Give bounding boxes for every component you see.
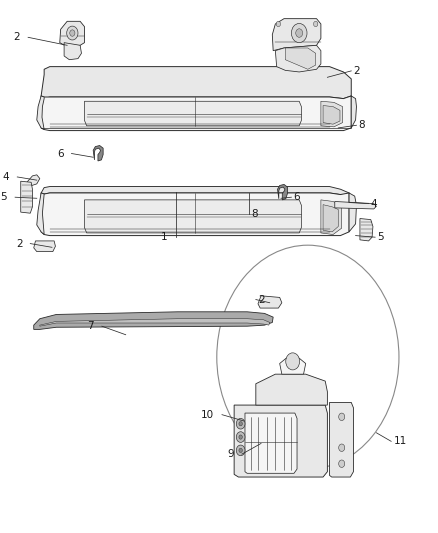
Polygon shape: [323, 106, 340, 124]
Polygon shape: [41, 96, 351, 131]
Polygon shape: [85, 200, 301, 233]
Polygon shape: [27, 175, 40, 186]
Circle shape: [237, 418, 245, 429]
Polygon shape: [258, 296, 282, 308]
Circle shape: [70, 30, 75, 36]
Text: 9: 9: [227, 449, 234, 459]
Circle shape: [276, 21, 281, 27]
Text: 2: 2: [353, 66, 360, 76]
Circle shape: [339, 444, 345, 451]
Polygon shape: [349, 193, 357, 232]
Polygon shape: [34, 312, 273, 329]
Text: 6: 6: [57, 149, 64, 158]
Polygon shape: [280, 358, 306, 374]
Text: 4: 4: [3, 172, 10, 182]
Polygon shape: [41, 187, 349, 197]
Text: 8: 8: [251, 209, 258, 219]
Polygon shape: [278, 184, 287, 200]
Polygon shape: [285, 48, 316, 69]
Text: 5: 5: [377, 232, 384, 242]
Circle shape: [339, 413, 345, 421]
Circle shape: [314, 21, 318, 27]
Polygon shape: [64, 43, 81, 60]
Polygon shape: [41, 67, 351, 99]
Circle shape: [239, 435, 242, 439]
Text: 10: 10: [201, 410, 214, 419]
Text: 7: 7: [88, 321, 94, 331]
Text: 2: 2: [258, 295, 265, 304]
Circle shape: [239, 422, 242, 426]
Text: 1: 1: [161, 232, 168, 242]
Polygon shape: [276, 45, 321, 72]
Text: 6: 6: [293, 192, 300, 202]
Polygon shape: [335, 201, 376, 209]
Polygon shape: [34, 241, 56, 252]
Circle shape: [237, 432, 245, 442]
Circle shape: [67, 26, 78, 40]
Circle shape: [237, 445, 245, 456]
Circle shape: [286, 353, 300, 370]
Polygon shape: [360, 219, 373, 241]
Polygon shape: [329, 402, 353, 477]
Text: 5: 5: [1, 192, 7, 202]
Circle shape: [339, 460, 345, 467]
Text: 4: 4: [371, 199, 378, 208]
Text: 2: 2: [16, 239, 22, 248]
Polygon shape: [323, 205, 338, 232]
Polygon shape: [40, 319, 270, 326]
Polygon shape: [256, 374, 327, 405]
Circle shape: [291, 23, 307, 43]
Text: 2: 2: [14, 33, 20, 42]
Text: 8: 8: [359, 120, 365, 130]
Polygon shape: [245, 413, 297, 473]
Polygon shape: [41, 193, 349, 236]
Polygon shape: [37, 193, 44, 235]
Polygon shape: [351, 96, 357, 128]
Polygon shape: [234, 405, 327, 477]
Polygon shape: [93, 146, 103, 161]
Circle shape: [296, 29, 303, 37]
Polygon shape: [321, 101, 343, 127]
Circle shape: [239, 448, 242, 453]
Polygon shape: [272, 19, 321, 51]
Polygon shape: [85, 101, 301, 126]
Text: 11: 11: [393, 437, 406, 446]
Polygon shape: [321, 200, 342, 235]
Polygon shape: [21, 181, 32, 213]
Polygon shape: [37, 96, 44, 130]
Polygon shape: [60, 21, 85, 47]
